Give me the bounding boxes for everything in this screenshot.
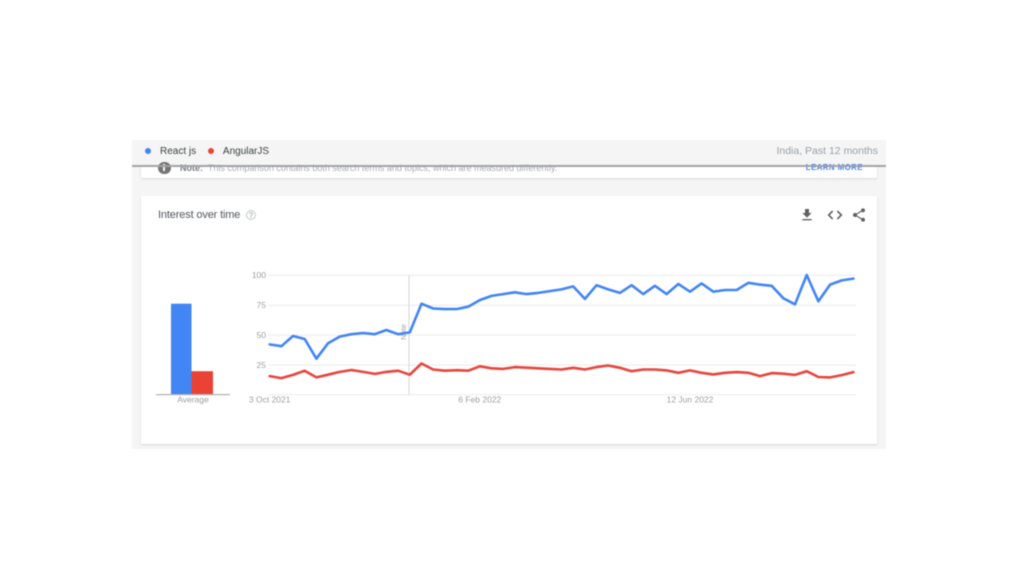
svg-text:25: 25	[257, 360, 267, 370]
svg-text:50: 50	[257, 330, 267, 340]
svg-text:Note: Note	[399, 324, 408, 340]
svg-text:6 Feb 2022: 6 Feb 2022	[458, 395, 501, 405]
svg-text:3 Oct 2021: 3 Oct 2021	[249, 395, 291, 405]
svg-text:75: 75	[257, 300, 267, 310]
svg-text:Average: Average	[177, 395, 209, 405]
svg-text:12 Jun 2022: 12 Jun 2022	[667, 395, 714, 405]
svg-text:100: 100	[252, 270, 266, 280]
